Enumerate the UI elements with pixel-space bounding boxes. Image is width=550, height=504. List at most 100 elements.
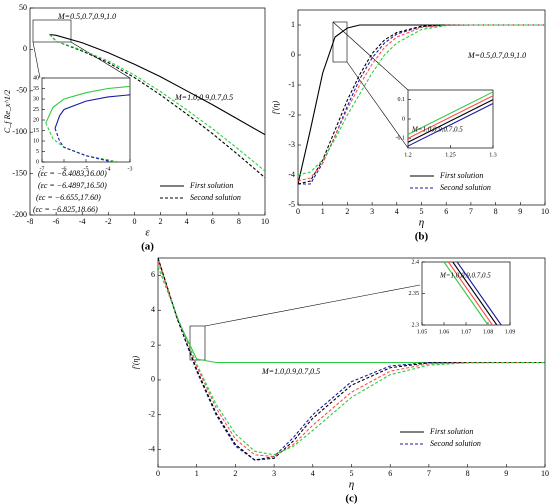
- x-tick-label: 9: [518, 207, 522, 216]
- annotation: M=1.0,0.9,0.7,0.5: [411, 126, 463, 134]
- connector: [32, 41, 41, 79]
- x-tick-label: 1.05: [417, 329, 428, 335]
- y-tick-label: -200: [12, 210, 27, 219]
- x-tick-label: 5: [420, 207, 424, 216]
- lines: [49, 33, 265, 179]
- x-tick-label: 6: [444, 207, 448, 216]
- y-tick-label: 40: [33, 75, 39, 81]
- panel-label: (b): [415, 231, 429, 243]
- x-tick-label: 1.3: [489, 152, 497, 158]
- x-tick-label: 3: [370, 207, 374, 216]
- curve: [408, 95, 493, 139]
- x-tick-label: 1: [321, 207, 325, 216]
- y-tick-label: 15: [33, 128, 39, 134]
- curve: [456, 262, 502, 325]
- plot: 0 1 2 3 4 5 6 7 8 9 10 -5 -4 -3 -2 -1 0 1 First solution Se…: [271, 9, 549, 243]
- y-tick-label: 2.3: [412, 322, 420, 328]
- x-tick-label: 0: [296, 207, 300, 216]
- legend-label: First solution: [189, 181, 233, 190]
- x-tick-label: 5: [350, 469, 354, 478]
- curve: [54, 128, 113, 162]
- y-tick-label: 2.4: [412, 259, 420, 265]
- annotation: (εc = −6.655,17.60): [36, 193, 101, 202]
- curve: [408, 99, 493, 143]
- x-tick-label: -6: [62, 166, 67, 172]
- legend-label: First solution: [439, 171, 483, 180]
- plot-frame: [29, 7, 266, 216]
- curve: [49, 33, 265, 136]
- annotation: M=1.0,0.9,0.7,0.5: [174, 93, 233, 102]
- x-tick-label: 1.08: [483, 329, 494, 335]
- y-tick-label: 30: [33, 96, 39, 102]
- legend-label: Second solution: [430, 439, 481, 448]
- curve: [408, 103, 493, 147]
- x-tick-label: 4: [311, 469, 315, 478]
- x-tick-label: 1: [195, 469, 199, 478]
- inset: 1.05 1.06 1.07 1.08 1.09 2.3 2.35 2.4 M=1.0,0.9,…: [409, 259, 516, 335]
- y-tick-label: -4: [148, 444, 155, 453]
- x-tick-label: 6: [211, 217, 215, 226]
- x-tick-label: 4: [395, 207, 399, 216]
- lines: [408, 91, 493, 147]
- x-tick-label: -4: [79, 217, 86, 226]
- legend-label: First solution: [429, 427, 473, 436]
- x-tick-label: 2: [233, 469, 237, 478]
- y-tick-label: -100: [12, 127, 27, 136]
- legend-label: Second solution: [190, 193, 241, 202]
- x-tick-label: -3: [128, 166, 133, 172]
- x-axis-label: η: [349, 479, 354, 491]
- x-tick-label: 10: [541, 469, 549, 478]
- x-tick-label: -8: [27, 217, 34, 226]
- y-tick-label: -50: [16, 86, 27, 95]
- annotation: M=0.5,0.7,0.9,1.0: [57, 12, 116, 21]
- y-tick-label: -1: [288, 80, 295, 89]
- y-tick-label: 25: [33, 107, 39, 113]
- y-tick-label: 0: [36, 159, 39, 165]
- x-tick-label: 2: [345, 207, 349, 216]
- x-tick-label: 2: [159, 217, 163, 226]
- plot-frame: [41, 77, 131, 163]
- x-tick-label: -4: [106, 166, 111, 172]
- x-tick-label: 1.06: [439, 329, 450, 335]
- x-tick-label: 10: [541, 207, 549, 216]
- y-tick-label: 4: [151, 305, 155, 314]
- y-tick-label: 2: [151, 340, 155, 349]
- connector: [346, 61, 409, 149]
- x-tick-label: 7: [469, 207, 473, 216]
- x-tick-label: 0: [132, 217, 136, 226]
- curve: [45, 85, 130, 124]
- x-tick-label: 1.09: [505, 329, 516, 335]
- y-axis-label: f′(η): [131, 356, 140, 370]
- y-tick-label: -4: [288, 170, 295, 179]
- annotation: (εc = −6.4897,16.50): [38, 181, 107, 190]
- x-tick-label: -6: [53, 217, 60, 226]
- zoom-box: [189, 325, 206, 361]
- y-tick-label: 0: [23, 44, 27, 53]
- zoom-box: [32, 19, 72, 43]
- x-tick-label: 6: [388, 469, 392, 478]
- x-tick-label: -2: [105, 217, 112, 226]
- x-tick-label: -5: [84, 166, 89, 172]
- zoom-connectors: [32, 19, 421, 361]
- curve: [158, 258, 545, 364]
- y-tick-label: 2.35: [409, 291, 420, 297]
- y-tick-label: 10: [33, 138, 39, 144]
- x-tick-label: 10: [261, 217, 269, 226]
- annotation: M=1.0,0.9,0.7,0.5: [261, 367, 320, 376]
- y-tick-label: -150: [12, 168, 27, 177]
- y-tick-label: 35: [33, 86, 39, 92]
- y-tick-label: 50: [19, 3, 27, 12]
- curve: [298, 24, 545, 185]
- plot: 0 1 2 3 4 5 6 7 8 9 10 -4 -2 0 2 4 6 First solution Second…: [131, 257, 549, 504]
- curve: [452, 262, 498, 325]
- curve: [158, 258, 545, 461]
- y-tick-label: -5: [288, 200, 295, 209]
- panel-label: (a): [141, 241, 154, 253]
- plot-frame: [407, 89, 494, 149]
- y-tick-label: 20: [33, 117, 39, 123]
- x-tick-label: 4: [185, 217, 189, 226]
- y-tick-label: 0: [151, 375, 155, 384]
- x-tick-label: 7: [427, 469, 431, 478]
